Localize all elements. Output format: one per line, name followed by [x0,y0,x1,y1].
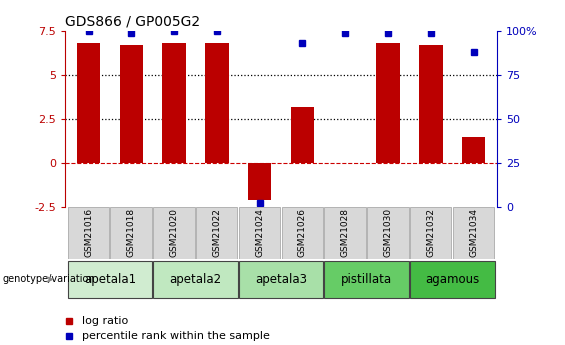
Text: log ratio: log ratio [82,316,128,326]
Bar [77,43,100,163]
Bar [453,207,494,259]
Text: GSM21024: GSM21024 [255,208,264,257]
Bar [239,261,323,298]
Bar [162,43,186,163]
Text: GSM21018: GSM21018 [127,208,136,257]
Text: GSM21032: GSM21032 [427,208,436,257]
Bar [410,207,451,259]
Bar [462,137,485,163]
Bar [153,207,194,259]
Bar [68,261,153,298]
Bar [120,45,143,163]
Bar [110,207,152,259]
Text: apetala3: apetala3 [255,273,307,286]
Text: genotype/variation: genotype/variation [3,275,95,284]
Text: GSM21034: GSM21034 [469,208,478,257]
Text: apetala1: apetala1 [84,273,136,286]
Text: GSM21016: GSM21016 [84,208,93,257]
Bar [367,207,408,259]
Bar [196,207,237,259]
Text: apetala2: apetala2 [170,273,221,286]
Bar [153,261,238,298]
Bar [248,163,271,200]
Text: GSM21022: GSM21022 [212,208,221,257]
Bar [239,207,280,259]
Bar [419,45,442,163]
Bar [68,207,109,259]
Bar [324,207,366,259]
Text: GSM21020: GSM21020 [170,208,179,257]
Bar [410,261,494,298]
Bar [281,207,323,259]
Text: pistillata: pistillata [341,273,392,286]
Text: percentile rank within the sample: percentile rank within the sample [82,332,270,341]
Text: GSM21030: GSM21030 [384,208,393,257]
Bar [205,43,229,163]
Text: agamous: agamous [425,273,479,286]
Text: GDS866 / GP005G2: GDS866 / GP005G2 [65,14,200,29]
Bar [376,43,400,163]
Text: GSM21028: GSM21028 [341,208,350,257]
Bar [291,107,314,163]
Bar [324,261,409,298]
Text: GSM21026: GSM21026 [298,208,307,257]
